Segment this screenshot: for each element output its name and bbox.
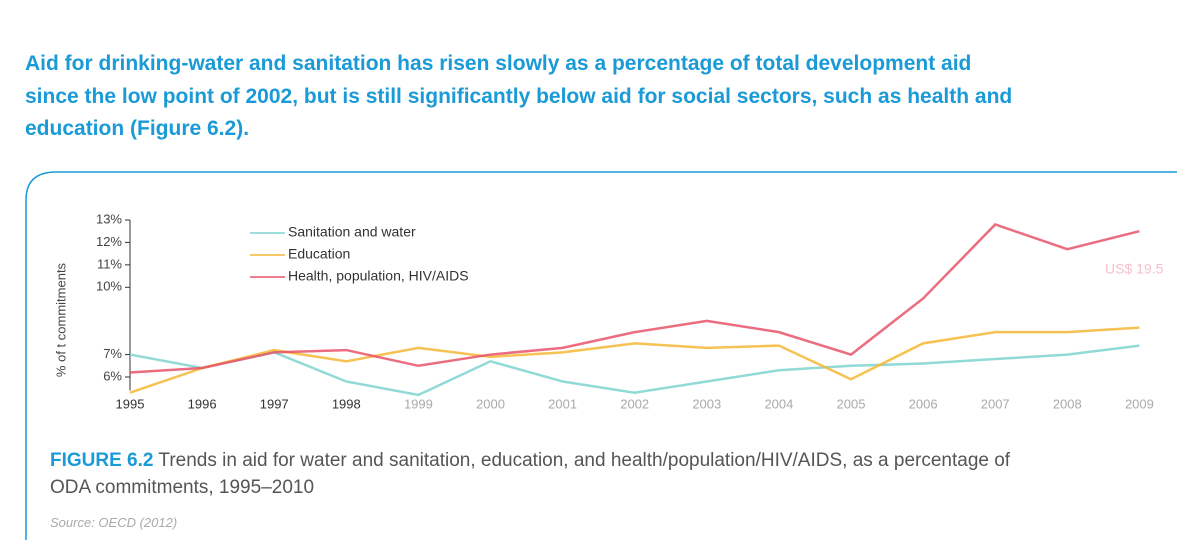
caption: FIGURE 6.2 Trends in aid for water and s…: [50, 450, 1177, 472]
x-tick-label: 1998: [332, 396, 361, 411]
x-tick-label: 1995: [116, 396, 145, 411]
series-line: [129, 223, 1140, 374]
x-tick-label: 2003: [692, 396, 721, 411]
y-tick-label: 7%: [103, 346, 122, 361]
y-tick-label: 10%: [96, 279, 122, 294]
y-tick-label: 11%: [97, 256, 122, 271]
x-tick-label: 1997: [260, 396, 289, 411]
x-tick-label: 2001: [548, 396, 577, 411]
box-border: [25, 171, 1177, 540]
legend-label: Health, population, HIV/AIDS: [288, 268, 469, 284]
heading-line: Aid for drinking-water and sanitation ha…: [25, 52, 972, 75]
x-tick-label: 2009: [1125, 396, 1154, 411]
y-tick-label: 12%: [96, 234, 122, 249]
source: Source: OECD (2012): [50, 515, 178, 530]
caption-text: Trends in aid for water and sanitation, …: [153, 450, 1011, 471]
x-tick-label: 2002: [620, 396, 649, 411]
annotation: US$ 19.5: [1105, 261, 1164, 277]
x-tick-label: 2004: [764, 396, 793, 411]
x-tick-label: 2000: [476, 396, 505, 411]
x-tick-label: 1999: [404, 396, 433, 411]
x-tick-label: 2005: [837, 396, 866, 411]
legend-label: Education: [288, 246, 350, 262]
legend-label: Sanitation and water: [288, 224, 416, 240]
x-tick-label: 1996: [188, 396, 217, 411]
y-axis-label: % of t commitments: [53, 262, 68, 377]
series-line: [129, 326, 1140, 394]
y-tick-label: 13%: [96, 211, 122, 226]
x-tick-label: 2007: [981, 396, 1010, 411]
heading-line: since the low point of 2002, but is stil…: [25, 85, 1013, 108]
x-tick-label: 2006: [909, 396, 938, 411]
x-tick-label: 2008: [1053, 396, 1082, 411]
caption: ODA commitments, 1995–2010: [50, 477, 315, 498]
series-line: [129, 344, 1140, 397]
y-tick-label: 6%: [103, 368, 122, 383]
heading-line: education (Figure 6.2).: [25, 117, 250, 140]
caption-label: FIGURE 6.2: [50, 450, 154, 471]
